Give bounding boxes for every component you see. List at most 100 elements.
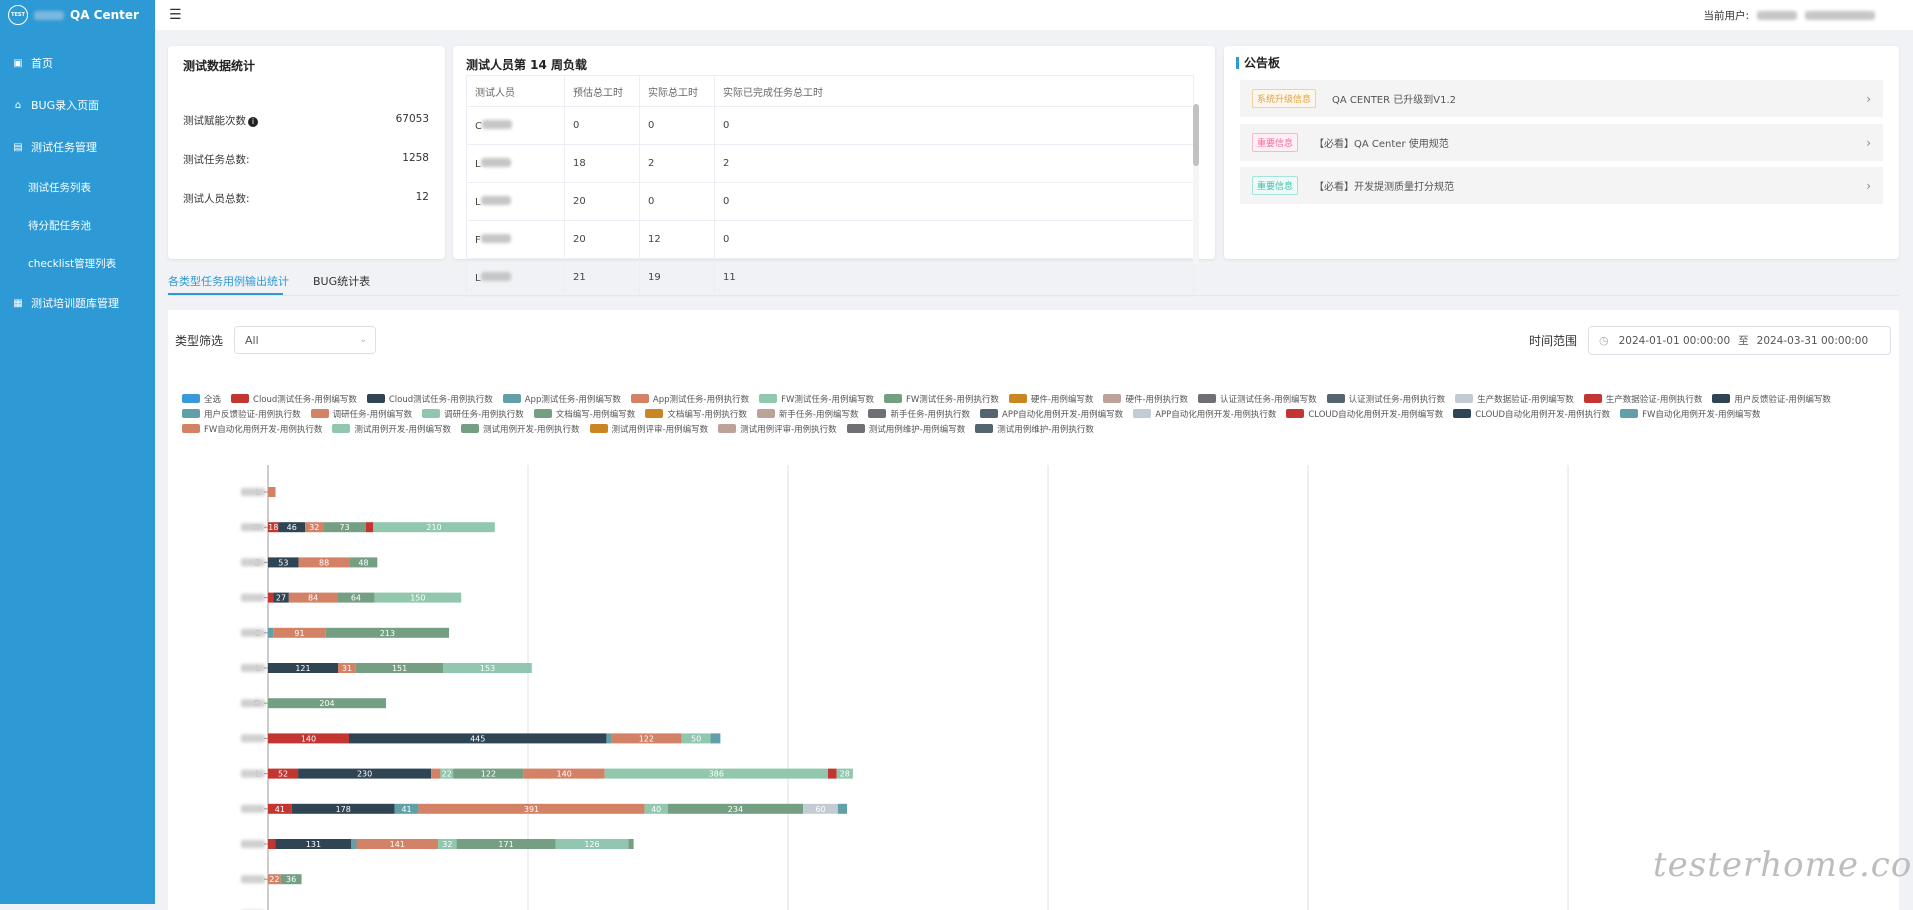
legend-item[interactable]: 测试用例开发-用例执行数 — [460, 423, 580, 438]
scrollbar-thumb[interactable] — [1193, 104, 1199, 166]
legend-item[interactable]: 调研任务-用例编写数 — [310, 408, 412, 423]
sidebar-item-bug-entry[interactable]: ⌂ BUG录入页面 — [0, 84, 155, 126]
legend-item[interactable]: FW测试任务-用例执行数 — [883, 393, 999, 408]
sidebar-item-home[interactable]: ▣ 首页 — [0, 42, 155, 84]
legend-item[interactable]: App测试任务-用例编写数 — [502, 393, 621, 408]
legend-item[interactable]: App测试任务-用例执行数 — [630, 393, 749, 408]
blurred-name-mark — [241, 558, 265, 567]
legend-item[interactable]: 文档编写-用例执行数 — [645, 408, 747, 423]
date-end[interactable]: 2024-03-31 00:00:00 — [1756, 334, 1869, 347]
blurred-brand-name — [34, 10, 64, 20]
blurred-name-mark — [241, 769, 265, 778]
legend-item[interactable]: 测试用例维护-用例编写数 — [846, 423, 965, 438]
notice-tag: 系统升级信息 — [1252, 89, 1317, 108]
legend-item[interactable]: 新手任务-用例编写数 — [756, 408, 859, 423]
blurred-name-mark — [241, 875, 265, 884]
bar-data-label: 22 — [269, 875, 279, 884]
date-range-picker[interactable]: ◷ 2024-01-01 00:00:00 至 2024-03-31 00:00… — [1588, 326, 1891, 355]
sidebar-item-checklist[interactable]: checklist管理列表 — [0, 244, 155, 282]
bar-segment — [268, 698, 387, 709]
chevron-right-icon: › — [1866, 135, 1871, 150]
sidebar-item-task-pool[interactable]: 待分配任务池 — [0, 206, 155, 244]
type-filter-value: All — [245, 333, 259, 347]
legend-item[interactable]: APP自动化用例开发-用例执行数 — [1133, 408, 1276, 423]
legend-swatch — [883, 394, 902, 403]
notice-item[interactable]: 系统升级信息 QA CENTER 已升级到V1.2 › — [1240, 80, 1883, 117]
hamburger-icon[interactable]: ☰ — [169, 7, 182, 23]
legend-item[interactable]: 测试用例评审-用例执行数 — [718, 423, 837, 438]
legend-item[interactable]: 新手任务-用例执行数 — [868, 408, 970, 423]
bar-segment — [268, 874, 281, 885]
legend-label: 生产数据验证-用例执行数 — [1605, 395, 1703, 405]
cell: 0 — [639, 182, 715, 221]
info-icon[interactable]: i — [248, 117, 258, 127]
notice-item[interactable]: 重要信息 【必看】QA Center 使用规范 › — [1240, 124, 1883, 161]
bar-data-label: 31 — [342, 664, 352, 673]
legend-item[interactable]: 认证测试任务-用例编写数 — [1198, 393, 1317, 408]
legend-swatch — [231, 394, 250, 403]
legend-item[interactable]: Cloud测试任务-用例编写数 — [231, 393, 357, 408]
table-scrollbar[interactable] — [1193, 104, 1199, 264]
legend-item[interactable]: 硬件-用例编写数 — [1008, 393, 1093, 408]
sidebar-item-label: 测试任务管理 — [31, 141, 97, 154]
legend-item[interactable]: 文档编写-用例编写数 — [533, 408, 635, 423]
blurred-user-name — [1757, 10, 1797, 20]
col-header: 实际已完成任务总工时 — [714, 75, 1194, 107]
stat-row: 测试任务总数: 1258 — [183, 152, 429, 167]
bar-data-label: 48 — [358, 558, 368, 567]
bug-icon: ⌂ — [14, 99, 22, 111]
bar-data-label: 210 — [426, 523, 441, 532]
legend-label: 新手任务-用例编写数 — [778, 410, 859, 420]
blurred-user-info[interactable] — [1805, 10, 1875, 20]
bar-segment — [280, 874, 302, 885]
weekly-load-card: 测试人员第 14 周负载 测试人员 预估总工时 实际总工时 实际已完成任务总工时… — [453, 46, 1215, 297]
bar-data-label: 22 — [442, 770, 452, 779]
sidebar-item-task-management[interactable]: ▤ 测试任务管理 — [0, 126, 155, 168]
legend-item[interactable]: 用户反馈验证-用例执行数 — [182, 408, 301, 423]
sidebar-item-training[interactable]: ▦ 测试培训题库管理 — [0, 282, 155, 324]
legend-item[interactable]: 生产数据验证-用例编写数 — [1455, 393, 1574, 408]
legend-label: 新手任务-用例执行数 — [890, 410, 971, 420]
notice-item[interactable]: 重要信息 【必看】开发提测质量打分规范 › — [1240, 167, 1883, 204]
legend-item[interactable]: 测试用例维护-用例执行数 — [975, 423, 1094, 438]
legend-item[interactable]: CLOUD自动化用例开发-用例编写数 — [1286, 408, 1443, 423]
legend-item[interactable]: FW测试任务-用例编写数 — [759, 393, 874, 408]
blurred-name-mark — [241, 523, 265, 532]
cell: 12 — [639, 220, 715, 259]
blurred-name-mark — [241, 804, 265, 813]
legend-item[interactable]: 调研任务-用例执行数 — [422, 408, 524, 423]
legend-item[interactable]: CLOUD自动化用例开发-用例执行数 — [1453, 408, 1610, 423]
type-filter-select[interactable]: All ⌄ — [234, 326, 376, 354]
active-tab-indicator — [168, 293, 283, 295]
tab-case-output[interactable]: 各类型任务用例输出统计 — [168, 275, 289, 288]
legend-swatch — [1583, 394, 1602, 403]
legend-item[interactable]: FW自动化用例开发-用例执行数 — [182, 423, 322, 438]
bar-data-label: 28 — [840, 770, 850, 779]
legend-item[interactable]: 生产数据验证-用例执行数 — [1583, 393, 1703, 408]
cell: 0 — [714, 220, 1194, 259]
legend-item[interactable]: 用户反馈验证-用例编写数 — [1712, 393, 1831, 408]
table-row: F 20 12 0 — [466, 220, 1194, 259]
legend-label: 测试用例评审-用例执行数 — [740, 425, 837, 435]
bar-segment — [365, 522, 374, 533]
bar-segment — [273, 627, 326, 638]
legend-item[interactable]: APP自动化用例开发-用例编写数 — [980, 408, 1123, 423]
bar-segment — [456, 839, 556, 849]
date-start[interactable]: 2024-01-01 00:00:00 — [1618, 334, 1731, 347]
bar-data-label: 171 — [498, 840, 513, 849]
legend-item[interactable]: 全选 — [182, 393, 221, 408]
legend-item[interactable]: 测试用例开发-用例编写数 — [332, 423, 451, 438]
legend-item[interactable]: 测试用例评审-用例编写数 — [589, 423, 708, 438]
blurred-name-mark — [241, 593, 265, 602]
tab-bug-stats[interactable]: BUG统计表 — [313, 275, 371, 288]
bar-data-label: 131 — [306, 840, 321, 849]
bar-data-label: 213 — [380, 629, 395, 638]
legend-item[interactable]: 硬件-用例执行数 — [1103, 393, 1188, 408]
sidebar-item-task-list[interactable]: 测试任务列表 — [0, 168, 155, 206]
legend-item[interactable]: 认证测试任务-用例执行数 — [1326, 393, 1445, 408]
legend-item[interactable]: FW自动化用例开发-用例编写数 — [1620, 408, 1761, 423]
legend-item[interactable]: Cloud测试任务-用例执行数 — [366, 393, 493, 408]
legend-label: 文档编写-用例执行数 — [667, 410, 747, 420]
